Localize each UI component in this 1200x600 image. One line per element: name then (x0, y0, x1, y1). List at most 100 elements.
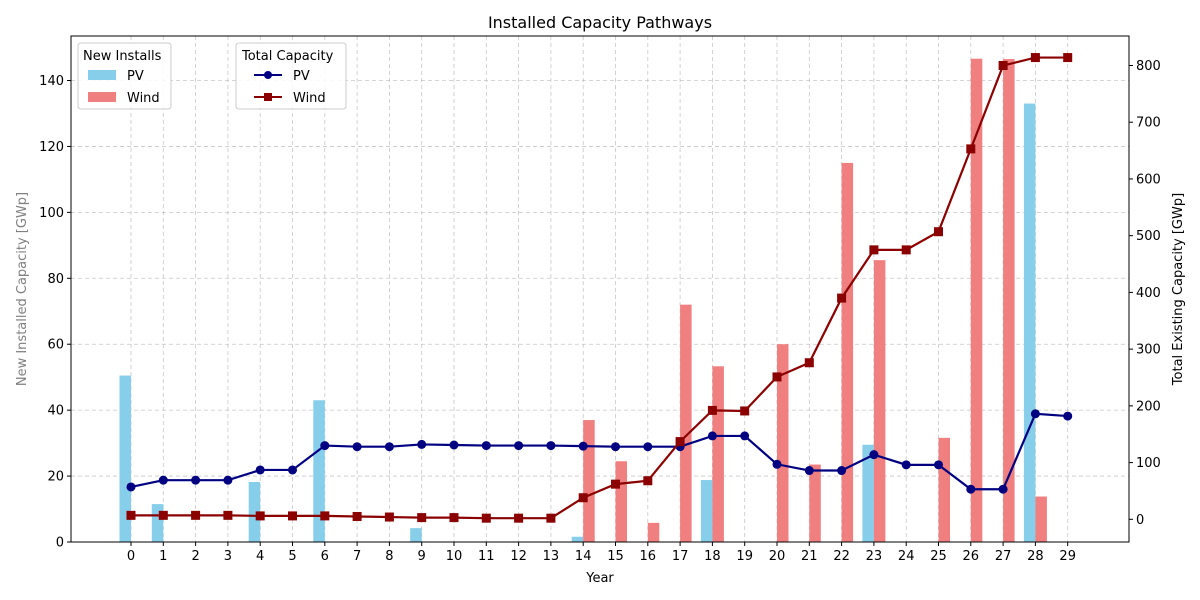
point-total-pv-2 (191, 475, 201, 485)
x-tick-label: 4 (256, 549, 264, 564)
point-total-pv-15 (611, 442, 620, 452)
bar-pv-9 (410, 528, 422, 542)
y-tick-label-left: 140 (39, 74, 64, 89)
bar-pv-1 (151, 504, 164, 542)
x-tick-label: 11 (478, 549, 495, 564)
x-ticks: 0 1 2 3 4 5 6 7 8 9 10 11 12 13 14 15 16 17 18 19 20 21 22 23 24… (127, 542, 1076, 564)
legend-swatch-pv-bar (88, 70, 116, 80)
x-tick-label: 12 (510, 549, 527, 564)
point-total-wind-26 (966, 144, 976, 154)
y-tick-label-left: 0 (56, 536, 64, 551)
y-tick-label-right: 0 (1136, 513, 1144, 528)
y-tick-label-left: 100 (39, 206, 64, 221)
y-ticks-left: 0 20 40 60 80 100 120 140 (39, 74, 71, 551)
point-total-pv-26 (966, 484, 976, 494)
legend-marker-pv (264, 71, 272, 79)
y-tick-label-right: 100 (1136, 456, 1161, 471)
bar-pv-18 (700, 480, 713, 542)
point-total-wind-15 (611, 479, 620, 489)
point-total-pv-3 (223, 475, 233, 485)
x-tick-label: 18 (704, 549, 721, 564)
point-total-wind-2 (191, 510, 201, 520)
point-total-wind-11 (481, 513, 491, 523)
x-tick-label: 19 (736, 549, 753, 564)
point-total-pv-11 (481, 441, 491, 451)
point-total-wind-28 (1030, 53, 1040, 63)
x-tick-label: 7 (353, 549, 361, 564)
y-tick-label-right: 400 (1136, 286, 1161, 301)
x-tick-label: 29 (1059, 549, 1076, 564)
y-tick-label-right: 500 (1136, 229, 1161, 244)
point-total-wind-13 (546, 513, 556, 523)
x-tick-label: 1 (159, 549, 167, 564)
x-tick-label: 0 (127, 549, 135, 564)
bar-wind-16 (647, 522, 660, 542)
point-total-pv-22 (837, 466, 847, 476)
point-total-wind-23 (869, 245, 879, 255)
legend-new-installs-title: New Installs (83, 49, 162, 64)
legend-label-pv-line: PV (293, 69, 310, 84)
point-total-pv-9 (417, 439, 427, 449)
legend-label-wind-bar: Wind (127, 91, 160, 106)
x-tick-label: 22 (833, 549, 850, 564)
point-total-pv-25 (934, 460, 943, 470)
point-total-pv-20 (772, 459, 782, 469)
bar-pv-28 (1023, 103, 1036, 543)
bar-wind-25 (938, 437, 950, 542)
y-tick-label-right: 200 (1136, 399, 1161, 414)
y-tick-label-right: 300 (1136, 343, 1161, 358)
point-total-wind-9 (417, 513, 427, 523)
bar-pv-6 (313, 400, 325, 542)
y-tick-label-left: 120 (39, 140, 64, 155)
x-tick-label: 10 (446, 549, 463, 564)
point-total-pv-13 (546, 441, 556, 451)
x-tick-label: 27 (995, 549, 1012, 564)
x-tick-label: 24 (898, 549, 915, 564)
point-total-wind-29 (1063, 53, 1073, 63)
line-total-wind (131, 56, 1068, 520)
point-total-pv-16 (643, 442, 653, 452)
point-total-wind-27 (998, 60, 1008, 70)
point-total-pv-23 (869, 450, 879, 460)
x-tick-label: 26 (963, 549, 980, 564)
point-total-wind-20 (772, 372, 782, 382)
point-total-wind-17 (675, 437, 685, 447)
point-total-pv-29 (1063, 411, 1073, 421)
plot-frame (70, 35, 1130, 543)
point-total-pv-5 (288, 465, 297, 475)
lines (126, 53, 1073, 523)
y-tick-label-right: 800 (1136, 59, 1161, 74)
x-tick-label: 21 (801, 549, 818, 564)
bar-wind-14 (583, 420, 595, 542)
point-total-wind-14 (578, 493, 588, 503)
bar-wind-15 (615, 461, 627, 542)
point-total-pv-0 (126, 482, 136, 492)
point-total-wind-16 (643, 476, 653, 486)
y-ticks-right: 0 100 200 300 400 500 600 700 800 (1129, 59, 1161, 528)
point-total-wind-0 (126, 510, 136, 520)
y-axis-label-right: Total Existing Capacity [GWp] (1171, 193, 1186, 386)
legend-label-wind-line: Wind (293, 91, 326, 106)
bar-wind-20 (777, 344, 789, 542)
legend-total-capacity: Total Capacity PV Wind (235, 42, 347, 110)
point-total-wind-3 (223, 510, 233, 520)
point-total-pv-6 (320, 441, 330, 451)
point-total-pv-28 (1030, 409, 1040, 419)
y-tick-label-right: 600 (1136, 172, 1161, 187)
y-tick-label-left: 80 (47, 272, 64, 287)
point-total-wind-24 (901, 245, 911, 255)
x-tick-label: 9 (418, 549, 426, 564)
x-tick-label: 25 (930, 549, 947, 564)
point-total-pv-18 (707, 431, 717, 441)
legend-total-capacity-title: Total Capacity (241, 49, 334, 64)
chart-title: Installed Capacity Pathways (488, 13, 712, 32)
bars (119, 58, 1047, 543)
point-total-wind-22 (837, 293, 847, 303)
point-total-pv-8 (384, 442, 394, 452)
x-tick-label: 13 (543, 549, 560, 564)
x-axis-label: Year (585, 571, 614, 586)
x-tick-label: 3 (224, 549, 232, 564)
point-total-pv-10 (449, 440, 459, 450)
x-tick-label: 6 (321, 549, 329, 564)
